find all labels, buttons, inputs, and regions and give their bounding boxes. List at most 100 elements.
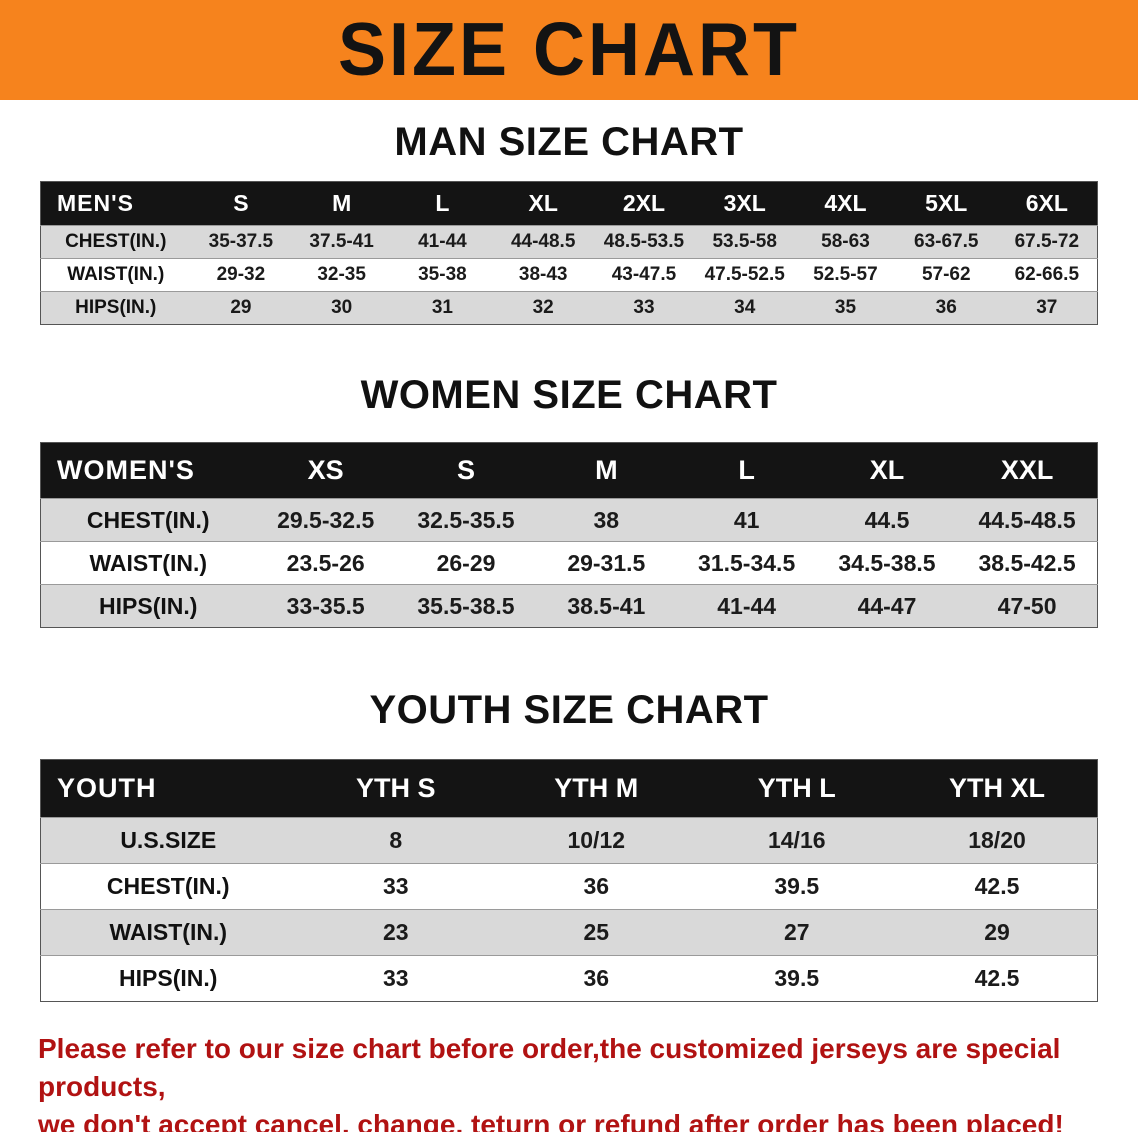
youth-size-header-yth-m: YTH M — [496, 759, 697, 818]
youth-chest-in-value-yth-m: 36 — [583, 873, 610, 899]
men-hips-in-value-xl: 32 — [532, 297, 554, 318]
women-row-label-hips-in: HIPS(IN.) — [99, 592, 198, 619]
men-waist-in-value-4xl: 52.5-57 — [813, 264, 878, 285]
youth-header-row: YOUTH YTH S YTH M YTH L YTH XL — [40, 759, 1098, 818]
women-section-heading: WOMEN SIZE CHART — [360, 373, 778, 417]
youth-size-chart-section: YOUTH SIZE CHART YOUTH YTH S YTH M YTH L YTH … — [0, 688, 1138, 1002]
women-chest-in-value-xxl: 44.5-48.5 — [978, 506, 1076, 533]
men-section-heading: MAN SIZE CHART — [394, 120, 744, 164]
men-row-label-chest-in: CHEST(IN.) — [65, 231, 167, 252]
men-row-hips-in: HIPS(IN.) 29 30 31 32 33 34 35 36 37 — [40, 291, 1098, 325]
men-corner-label: MEN'S — [40, 181, 191, 226]
men-chest-in-value-s: 35-37.5 — [208, 231, 274, 252]
men-waist-in-value-6xl: 62-66.5 — [1014, 264, 1080, 285]
women-size-header-xs: XS — [255, 442, 396, 499]
youth-u-s-size-value-yth-m: 10/12 — [567, 827, 626, 853]
youth-section-heading: YOUTH SIZE CHART — [369, 688, 769, 732]
women-hips-in-value-m: 38.5-41 — [567, 592, 646, 619]
men-hips-in-value-s: 29 — [230, 297, 252, 318]
youth-waist-in-value-yth-xl: 29 — [984, 919, 1010, 945]
women-row-waist-in: WAIST(IN.) 23.5-26 26-29 29-31.5 31.5-34.5 34… — [40, 541, 1098, 585]
women-row-hips-in: HIPS(IN.) 33-35.5 35.5-38.5 38.5-41 41-44 44-… — [40, 584, 1098, 628]
youth-waist-in-value-yth-s: 23 — [382, 919, 409, 945]
youth-chest-in-value-yth-s: 33 — [382, 873, 409, 899]
women-hips-in-value-s: 35.5-38.5 — [417, 592, 515, 619]
women-size-chart-section: WOMEN SIZE CHART WOMEN'S XS S M L XL XXL CHEST(I… — [0, 373, 1138, 628]
men-chest-in-value-xl: 44-48.5 — [510, 231, 576, 252]
women-row-label-waist-in: WAIST(IN.) — [89, 549, 208, 576]
women-chest-in-value-m: 38 — [593, 506, 620, 533]
men-row-label-waist-in: WAIST(IN.) — [67, 264, 165, 285]
women-waist-in-value-xxl: 38.5-42.5 — [978, 549, 1076, 576]
youth-row-hips-in: HIPS(IN.) 33 36 39.5 42.5 — [40, 955, 1098, 1002]
youth-size-table: YOUTH YTH S YTH M YTH L YTH XL U.S.SIZE 8 10/12… — [40, 759, 1098, 1002]
youth-u-s-size-value-yth-xl: 18/20 — [968, 827, 1026, 853]
men-chest-in-value-5xl: 63-67.5 — [914, 231, 979, 252]
youth-row-waist-in: WAIST(IN.) 23 25 27 29 — [40, 909, 1098, 956]
women-row-label-chest-in: CHEST(IN.) — [86, 506, 210, 533]
men-waist-in-value-3xl: 47.5-52.5 — [704, 264, 785, 285]
youth-size-header-yth-l: YTH L — [696, 759, 897, 818]
women-size-header-xxl: XXL — [957, 442, 1098, 499]
women-waist-in-value-m: 29-31.5 — [567, 549, 646, 576]
youth-u-s-size-value-yth-l: 14/16 — [767, 827, 826, 853]
youth-row-label-waist-in: WAIST(IN.) — [109, 919, 228, 945]
youth-hips-in-value-yth-s: 33 — [382, 965, 409, 991]
youth-row-u-s-size: U.S.SIZE 8 10/12 14/16 18/20 — [40, 817, 1098, 864]
women-hips-in-value-l: 41-44 — [717, 592, 777, 619]
youth-size-header-yth-s: YTH S — [295, 759, 496, 818]
women-waist-in-value-xs: 23.5-26 — [286, 549, 365, 576]
men-hips-in-value-2xl: 33 — [633, 297, 655, 318]
men-waist-in-value-xl: 38-43 — [518, 264, 568, 285]
youth-row-label-chest-in: CHEST(IN.) — [106, 873, 230, 899]
women-size-header-l: L — [676, 442, 817, 499]
disclaimer-line-1: Please refer to our size chart before or… — [38, 1033, 1061, 1102]
charts-container: MAN SIZE CHART MEN'S S M L XL 2XL 3XL 4XL 5XL 6XL C… — [0, 120, 1138, 1002]
women-chest-in-value-xs: 29.5-32.5 — [277, 506, 375, 533]
men-chest-in-value-l: 41-44 — [418, 231, 467, 252]
men-hips-in-value-6xl: 37 — [1036, 297, 1058, 318]
men-size-header-5xl: 5XL — [895, 181, 997, 226]
youth-row-label-u-s-size: U.S.SIZE — [120, 827, 217, 853]
women-corner-label: WOMEN'S — [40, 442, 256, 499]
women-header-row: WOMEN'S XS S M L XL XXL — [40, 442, 1098, 499]
men-waist-in-value-l: 35-38 — [418, 264, 467, 285]
men-row-chest-in: CHEST(IN.) 35-37.5 37.5-41 41-44 44-48.5 48.5… — [40, 225, 1098, 259]
men-size-chart-section: MAN SIZE CHART MEN'S S M L XL 2XL 3XL 4XL 5XL 6XL C… — [0, 120, 1138, 325]
men-size-header-6xl: 6XL — [996, 181, 1098, 226]
men-waist-in-value-s: 29-32 — [216, 264, 266, 285]
men-size-header-s: S — [190, 181, 292, 226]
women-size-table: WOMEN'S XS S M L XL XXL CHEST(IN.) 29.5-32.5 32.5… — [40, 442, 1098, 628]
men-hips-in-value-m: 30 — [331, 297, 353, 318]
men-hips-in-value-5xl: 36 — [935, 297, 957, 318]
youth-waist-in-value-yth-l: 27 — [783, 919, 810, 945]
women-waist-in-value-s: 26-29 — [436, 549, 496, 576]
women-chest-in-value-xl: 44.5 — [864, 506, 910, 533]
youth-waist-in-value-yth-m: 25 — [583, 919, 610, 945]
men-chest-in-value-m: 37.5-41 — [309, 231, 374, 252]
men-size-header-2xl: 2XL — [593, 181, 695, 226]
women-size-header-xl: XL — [816, 442, 958, 499]
youth-row-chest-in: CHEST(IN.) 33 36 39.5 42.5 — [40, 863, 1098, 910]
men-hips-in-value-3xl: 34 — [734, 297, 756, 318]
women-waist-in-value-xl: 34.5-38.5 — [838, 549, 936, 576]
youth-u-s-size-value-yth-s: 8 — [389, 827, 403, 853]
youth-hips-in-value-yth-l: 39.5 — [774, 965, 820, 991]
men-size-header-xl: XL — [492, 181, 594, 226]
women-hips-in-value-xl: 44-47 — [857, 592, 917, 619]
women-waist-in-value-l: 31.5-34.5 — [698, 549, 796, 576]
men-waist-in-value-5xl: 57-62 — [921, 264, 971, 285]
men-chest-in-value-2xl: 48.5-53.5 — [603, 231, 685, 252]
youth-hips-in-value-yth-xl: 42.5 — [974, 965, 1020, 991]
youth-chest-in-value-yth-xl: 42.5 — [974, 873, 1020, 899]
youth-size-header-yth-xl: YTH XL — [897, 759, 1098, 818]
men-hips-in-value-4xl: 35 — [834, 297, 857, 318]
men-chest-in-value-6xl: 67.5-72 — [1014, 231, 1080, 252]
disclaimer-line-2: we don't accept cancel, change, teturn o… — [38, 1109, 1064, 1132]
men-waist-in-value-2xl: 43-47.5 — [611, 264, 677, 285]
men-size-table: MEN'S S M L XL 2XL 3XL 4XL 5XL 6XL CHEST(IN.) 35-37… — [40, 181, 1098, 325]
men-hips-in-value-l: 31 — [431, 297, 453, 318]
men-waist-in-value-m: 32-35 — [317, 264, 366, 285]
youth-chest-in-value-yth-l: 39.5 — [774, 873, 820, 899]
